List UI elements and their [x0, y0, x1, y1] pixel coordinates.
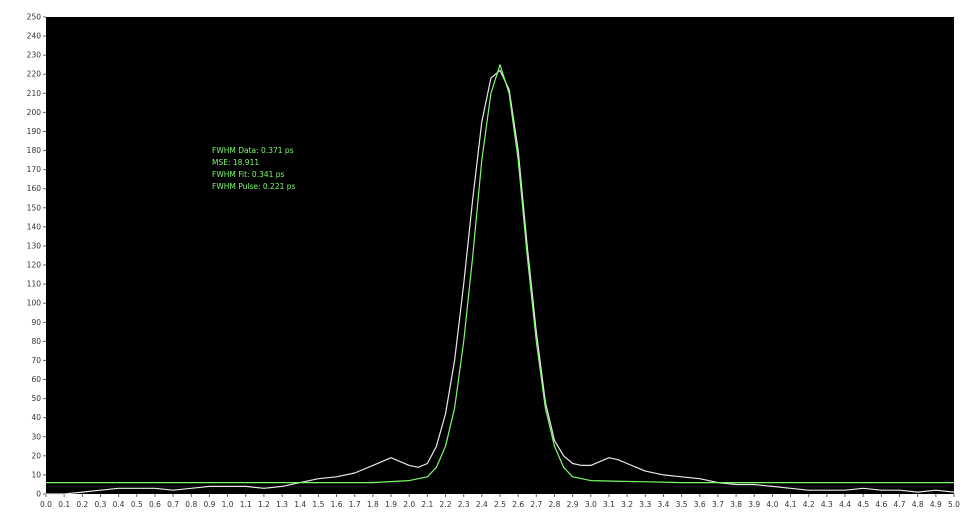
- x-tick-label: 1.1: [240, 500, 252, 509]
- x-tick-label: 1.2: [258, 500, 270, 509]
- x-tick-label: 3.0: [585, 500, 597, 509]
- x-tick-label: 0.1: [58, 500, 70, 509]
- x-tick-label: 0.9: [203, 500, 215, 509]
- x-tick-label: 3.9: [748, 500, 760, 509]
- y-tick-label: 120: [27, 261, 42, 270]
- y-tick-label: 160: [27, 184, 42, 193]
- x-tick-label: 4.5: [857, 500, 869, 509]
- x-tick-label: 1.3: [276, 500, 288, 509]
- x-tick-label: 3.4: [657, 500, 669, 509]
- x-tick-label: 0.3: [95, 500, 107, 509]
- x-tick-label: 2.7: [530, 500, 542, 509]
- x-axis: 0.0 0.1 0.2 0.3 0.4 0.5 0.6 0.7 0.8 0.9 1.0 1.1 1.2 1…: [40, 494, 960, 509]
- x-tick-label: 4.2: [803, 500, 815, 509]
- x-tick-label: 4.9: [930, 500, 942, 509]
- x-tick-label: 2.1: [421, 500, 433, 509]
- annotations: FWHM Data: 0.371 ps MSE: 18.911 FWHM Fit: …: [212, 146, 296, 191]
- y-tick-label: 10: [31, 470, 41, 479]
- x-tick-label: 0.6: [149, 500, 161, 509]
- y-tick-label: 20: [31, 451, 41, 460]
- x-tick-label: 3.3: [639, 500, 651, 509]
- x-tick-label: 2.3: [458, 500, 470, 509]
- x-tick-label: 2.9: [567, 500, 579, 509]
- x-tick-label: 0.4: [113, 500, 125, 509]
- x-tick-label: 1.0: [222, 500, 234, 509]
- x-tick-label: 2.5: [494, 500, 506, 509]
- x-tick-label: 2.8: [549, 500, 561, 509]
- y-tick-label: 140: [27, 222, 42, 231]
- x-tick-label: 1.8: [367, 500, 379, 509]
- data-series-line: [46, 69, 955, 495]
- x-tick-label: 4.4: [839, 500, 851, 509]
- plot-area: [46, 17, 954, 494]
- x-tick-label: 4.6: [875, 500, 887, 509]
- y-tick-label: 210: [27, 89, 42, 98]
- x-tick-label: 4.1: [785, 500, 797, 509]
- y-tick-label: 70: [31, 356, 41, 365]
- x-tick-label: 1.7: [349, 500, 361, 509]
- y-tick-label: 60: [31, 375, 41, 384]
- x-tick-label: 0.8: [185, 500, 197, 509]
- y-tick-label: 80: [31, 337, 41, 346]
- y-axis: 0 10 20 30 40 50 60 70 80 90 100 110 120 130 140 150 160…: [27, 13, 46, 499]
- y-tick-label: 30: [31, 432, 41, 441]
- y-tick-label: 220: [27, 70, 42, 79]
- x-tick-label: 2.0: [403, 500, 415, 509]
- y-tick-label: 150: [27, 203, 42, 212]
- x-tick-label: 4.7: [894, 500, 906, 509]
- y-tick-label: 170: [27, 165, 42, 174]
- series-layer: [46, 64, 955, 495]
- y-tick-label: 200: [27, 108, 42, 117]
- y-tick-label: 230: [27, 51, 42, 60]
- x-tick-label: 5.0: [948, 500, 960, 509]
- x-tick-label: 2.2: [440, 500, 452, 509]
- y-tick-label: 90: [31, 318, 41, 327]
- y-tick-label: 130: [27, 241, 42, 250]
- x-tick-label: 4.3: [821, 500, 833, 509]
- x-tick-label: 3.8: [730, 500, 742, 509]
- y-tick-label: 100: [27, 299, 42, 308]
- x-tick-label: 2.6: [512, 500, 524, 509]
- y-tick-label: 50: [31, 394, 41, 403]
- x-tick-label: 1.6: [331, 500, 343, 509]
- y-tick-label: 40: [31, 413, 41, 422]
- x-tick-label: 1.5: [312, 500, 324, 509]
- y-tick-label: 250: [27, 13, 42, 22]
- annotation-text: FWHM Data: 0.371 ps: [212, 146, 294, 155]
- y-tick-label: 0: [36, 490, 41, 499]
- y-tick-label: 110: [27, 280, 42, 289]
- x-tick-label: 3.7: [712, 500, 724, 509]
- x-tick-label: 1.4: [294, 500, 306, 509]
- annotation-text: FWHM Fit: 0.341 ps: [212, 170, 285, 179]
- x-tick-label: 4.0: [766, 500, 778, 509]
- x-tick-label: 2.4: [476, 500, 488, 509]
- y-tick-label: 180: [27, 146, 42, 155]
- x-tick-label: 3.5: [676, 500, 688, 509]
- x-tick-label: 0.2: [76, 500, 88, 509]
- x-tick-label: 3.2: [621, 500, 633, 509]
- x-tick-label: 0.7: [167, 500, 179, 509]
- x-tick-label: 4.8: [912, 500, 924, 509]
- y-tick-label: 190: [27, 127, 42, 136]
- annotation-text: FWHM Pulse: 0.221 ps: [212, 182, 296, 191]
- fit-series-line: [46, 64, 954, 484]
- x-tick-label: 3.6: [694, 500, 706, 509]
- annotation-text: MSE: 18.911: [212, 158, 259, 167]
- x-tick-label: 0.0: [40, 500, 52, 509]
- x-tick-label: 1.9: [385, 500, 397, 509]
- x-tick-label: 3.1: [603, 500, 615, 509]
- x-tick-label: 0.5: [131, 500, 143, 509]
- y-tick-label: 240: [27, 32, 42, 41]
